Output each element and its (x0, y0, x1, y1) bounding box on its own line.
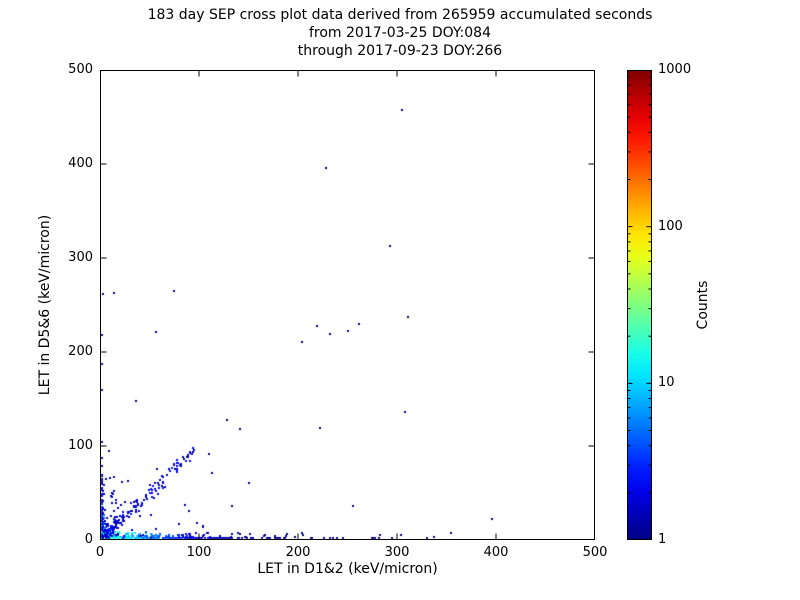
x-tick-label: 100 (186, 545, 212, 560)
x-axis-label: LET in D1&2 (keV/micron) (257, 561, 438, 577)
colorbar-tick-label: 1000 (658, 62, 692, 77)
y-tick-label: 0 (84, 532, 93, 547)
y-tick-label: 300 (68, 250, 93, 265)
x-tick-label: 200 (285, 545, 311, 560)
y-tick-label: 100 (68, 438, 93, 453)
plot-area (100, 70, 595, 540)
chart-subtitle-through: through 2017-09-23 DOY:266 (297, 43, 503, 59)
colorbar (627, 70, 652, 540)
colorbar-tick-label: 100 (658, 218, 683, 234)
y-tick-label: 200 (68, 344, 93, 359)
x-tick-label: 500 (582, 545, 608, 560)
y-tick-label: 400 (68, 156, 93, 171)
y-axis-label: LET in D5&6 (keV/micron) (37, 214, 53, 396)
colorbar-tick-label: 1 (658, 532, 667, 547)
x-tick-label: 300 (384, 545, 410, 560)
colorbar-tick-label: 10 (658, 375, 675, 391)
chart-subtitle-from: from 2017-03-25 DOY:084 (308, 25, 491, 41)
x-tick-label: 0 (95, 545, 105, 560)
scatter-canvas (100, 70, 595, 540)
x-tick-label: 400 (483, 545, 509, 560)
chart-title: 183 day SEP cross plot data derived from… (147, 7, 653, 23)
y-tick-label: 500 (68, 62, 93, 77)
colorbar-label: Counts (695, 280, 711, 330)
